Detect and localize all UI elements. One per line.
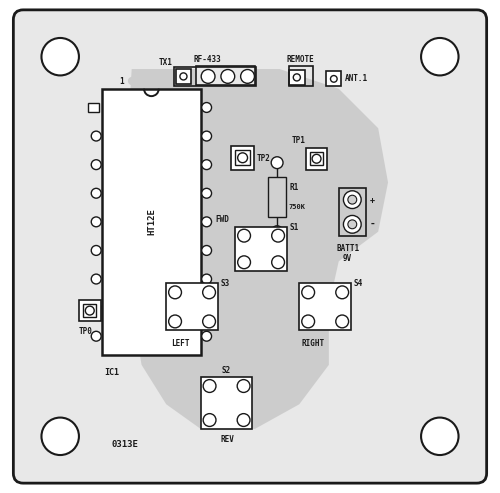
Text: TX1: TX1 [159,58,172,67]
Circle shape [202,103,211,112]
Text: S2: S2 [222,366,231,375]
Bar [289,70,304,85]
Bar [290,66,313,86]
Circle shape [202,131,211,141]
Bar [326,71,341,86]
Circle shape [168,286,181,299]
Text: LEFT: LEFT [171,339,190,348]
Text: 9V: 9V [342,254,352,263]
Text: 1: 1 [120,77,124,86]
Circle shape [238,229,250,242]
Circle shape [237,380,250,392]
Circle shape [237,414,250,426]
Circle shape [348,195,356,204]
Circle shape [92,160,101,170]
Bar [79,300,100,321]
Text: FWD: FWD [216,215,230,224]
Circle shape [221,70,234,83]
Circle shape [202,286,215,299]
Circle shape [201,70,215,83]
Circle shape [202,188,211,198]
Circle shape [203,380,216,392]
Circle shape [202,274,211,284]
Circle shape [238,153,248,163]
Text: 0313E: 0313E [112,440,139,449]
Circle shape [92,274,101,284]
Circle shape [202,303,211,313]
Bar [83,304,96,317]
Circle shape [86,306,94,315]
Bar [174,67,256,86]
Text: IC1: IC1 [104,368,120,377]
Circle shape [312,154,321,163]
Circle shape [348,220,356,229]
Circle shape [180,73,187,80]
Circle shape [271,226,283,238]
Text: ANT.1: ANT.1 [345,74,368,83]
Text: RIGHT: RIGHT [302,339,325,348]
Text: +: + [370,196,375,205]
Circle shape [92,303,101,313]
Circle shape [272,256,284,269]
Circle shape [92,217,101,227]
Text: RF-433: RF-433 [194,55,221,64]
Circle shape [168,315,181,328]
Text: REV: REV [220,435,234,444]
Circle shape [202,217,211,227]
Circle shape [336,286,348,299]
Circle shape [203,414,216,426]
Text: S3: S3 [220,280,230,288]
Circle shape [294,74,300,81]
Circle shape [202,246,211,255]
Bar [306,148,328,170]
Text: 750K: 750K [288,204,305,210]
Circle shape [202,315,215,328]
Text: -: - [370,219,376,229]
Circle shape [202,160,211,170]
Bar [268,177,285,217]
Circle shape [271,157,283,169]
Text: REMOTE: REMOTE [287,55,314,64]
Circle shape [42,38,79,75]
Text: HT12E: HT12E [147,209,156,235]
Circle shape [421,418,459,455]
Circle shape [202,331,211,341]
Circle shape [302,315,314,328]
Text: R1: R1 [290,183,299,192]
Circle shape [344,215,361,233]
Bar [338,188,366,236]
Text: S1: S1 [290,223,298,232]
Text: TP1: TP1 [292,137,306,145]
Circle shape [92,246,101,255]
Text: TP2: TP2 [257,154,271,163]
Text: TP0: TP0 [79,327,93,336]
Circle shape [240,70,254,83]
Circle shape [92,131,101,141]
Circle shape [336,315,348,328]
Circle shape [92,188,101,198]
Circle shape [42,418,79,455]
Bar [235,150,250,165]
Circle shape [421,38,459,75]
Bar [235,227,287,271]
Bar [200,377,252,429]
Text: S4: S4 [354,280,363,288]
Bar [196,66,255,85]
Circle shape [272,229,284,242]
FancyBboxPatch shape [14,10,486,483]
Circle shape [302,286,314,299]
Bar [231,146,254,170]
Bar [88,103,99,112]
Polygon shape [122,69,388,429]
Circle shape [238,256,250,269]
Bar [166,283,218,330]
Bar [176,69,192,84]
Circle shape [344,191,361,209]
Bar [102,89,200,355]
Circle shape [92,331,101,341]
Bar [310,152,323,165]
Bar [300,283,351,330]
Text: BATT1: BATT1 [336,244,359,253]
Circle shape [330,75,337,82]
